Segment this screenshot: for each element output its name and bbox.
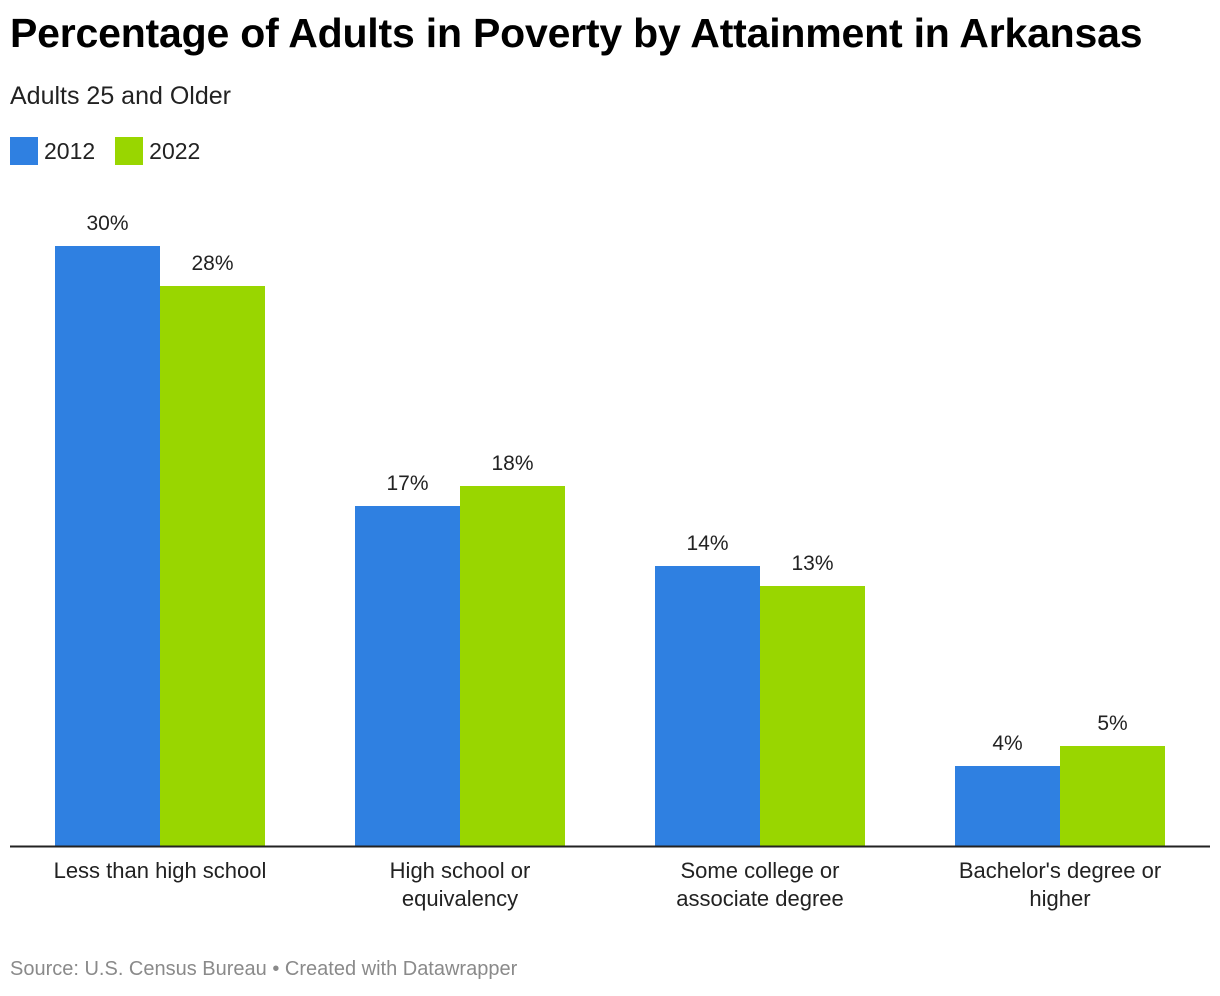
x-tick-label-2-line0: Some college or [681,858,840,883]
bar-2012-3 [955,766,1060,846]
data-label-2022-3: 5% [1097,712,1127,735]
data-label-2012-3: 4% [992,732,1022,755]
data-label-2022-2: 13% [791,552,833,575]
legend-swatch-2022 [115,137,144,165]
legend-label-2022: 2022 [149,137,201,164]
data-label-2012-2: 14% [686,532,728,555]
data-label-2012-0: 30% [86,212,128,235]
legend-item-2022: 2022 [115,137,200,165]
x-tick-label-1-line0: High school or [390,858,531,883]
legend-label-2012: 2012 [44,137,96,164]
bar-2022-2 [760,586,865,846]
bar-2012-0 [55,246,160,846]
x-tick-label-3-line0: Bachelor's degree or [959,858,1161,883]
bar-2022-3 [1060,746,1165,846]
x-tick-label-0: Less than high school [54,858,267,883]
bar-2012-2 [655,566,760,846]
bar-2012-1 [355,506,460,846]
legend: 2012 2022 [10,135,220,167]
legend-swatch-2012 [10,137,38,165]
x-tick-label-1-line1: equivalency [402,886,518,911]
data-label-2012-1: 17% [386,472,428,495]
bar-2022-1 [460,486,565,846]
data-label-2022-0: 28% [191,252,233,275]
chart-title: Percentage of Adults in Poverty by Attai… [10,10,1143,56]
legend-item-2012: 2012 [10,137,95,165]
chart-subtitle: Adults 25 and Older [10,82,231,110]
bar-chart: 30% 17% 14% 4% 28% 18% 13% 5% Less than high sch… [10,212,1210,911]
x-tick-label-3-line1: higher [1029,886,1090,911]
bar-2022-0 [160,286,265,846]
x-tick-label-2-line1: associate degree [676,886,844,911]
source-note: Source: U.S. Census Bureau • Created wit… [10,958,518,980]
data-label-2022-1: 18% [491,452,533,475]
